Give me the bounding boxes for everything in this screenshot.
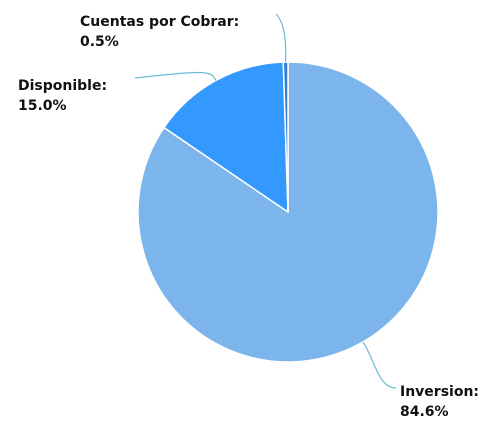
slice-value-inversion: 84.6% — [400, 404, 449, 420]
slice-label-inversion: Inversion: — [400, 384, 479, 400]
pie-slice-disponible[interactable] — [163, 61, 289, 213]
slice-label-disponible: Disponible: — [18, 78, 107, 94]
label-connectors — [134, 13, 397, 389]
pie-slice-cuentas-por-cobrar[interactable] — [282, 61, 289, 213]
connector-cuentas-por-cobrar — [275, 13, 287, 63]
slice-label-cuentas-por-cobrar: Cuentas por Cobrar: — [80, 14, 239, 30]
data-labels: Cuentas por Cobrar: 0.5% Disponible: 15.… — [18, 14, 479, 420]
slice-value-cuentas-por-cobrar: 0.5% — [80, 34, 119, 50]
connector-inversion — [362, 341, 397, 389]
pie-slices — [137, 61, 439, 363]
connector-disponible — [134, 71, 217, 81]
slice-value-disponible: 15.0% — [18, 98, 67, 114]
